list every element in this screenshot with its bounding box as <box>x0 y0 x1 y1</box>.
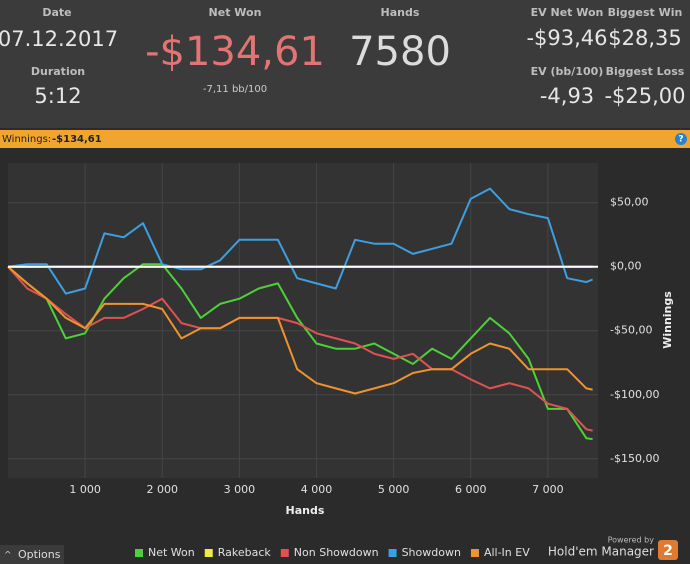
y-axis-title: Winnings <box>661 291 674 349</box>
x-tick-label: 2 000 <box>146 483 178 496</box>
legend: Net Won Rakeback Non Showdown Showdown All-I… <box>135 546 530 559</box>
options-caret: ^ <box>4 551 12 561</box>
logo: 2 <box>663 543 673 559</box>
ev-bb: -4,93 <box>540 84 594 108</box>
series-line <box>7 266 593 432</box>
x-axis-title: Hands <box>286 504 325 517</box>
x-tick-label: 5 000 <box>378 483 410 496</box>
net-won-label: Net Won <box>209 6 262 19</box>
powered-by: Powered by <box>608 536 655 545</box>
y-tick-label: $50,00 <box>610 196 649 209</box>
hands-label: Hands <box>381 6 420 19</box>
y-tick-label: $0,00 <box>610 260 642 273</box>
x-tick-label: 7 000 <box>532 483 564 496</box>
legend-swatch <box>204 549 213 557</box>
duration: 5:12 <box>34 84 81 108</box>
y-tick-label: -$100,00 <box>610 388 659 401</box>
plot: 1 000 2 000 3 000 4 000 5 000 6 000 7 000 $50,0… <box>7 163 659 496</box>
x-tick-label: 1 000 <box>69 483 101 496</box>
header-bg <box>0 0 690 128</box>
options-label: Options <box>18 548 61 561</box>
biggest-win: $28,35 <box>608 26 681 50</box>
logo-badge <box>658 540 678 560</box>
series-line <box>7 187 593 295</box>
brand: Hold'em Manager <box>548 545 654 559</box>
y-tick-label: -$50,00 <box>610 324 652 337</box>
date: 07.12.2017 <box>0 27 118 51</box>
biggest-loss-label: Biggest Loss <box>606 65 685 78</box>
x-tick-label: 4 000 <box>301 483 333 496</box>
y-tick-label: -$150,00 <box>610 452 659 465</box>
legend-swatch <box>388 549 397 557</box>
net-won: -$134,61 <box>145 29 325 75</box>
bb-per-100: -7,11 bb/100 <box>203 84 267 95</box>
help-icon-glyph: ? <box>678 135 683 145</box>
tab-label: Winnings: <box>2 134 51 145</box>
plot-area <box>8 163 598 478</box>
tab-bar <box>0 130 690 148</box>
date-label: Date <box>42 6 71 19</box>
series-line <box>7 265 593 395</box>
ev-net-won-label: EV Net Won <box>531 6 604 19</box>
legend-label: All-In EV <box>484 546 530 559</box>
ev-bb-label: EV (bb/100) <box>531 65 604 78</box>
x-tick-label: 3 000 <box>224 483 256 496</box>
legend-swatch <box>470 549 479 557</box>
legend-label: Showdown <box>402 546 461 559</box>
biggest-loss: -$25,00 <box>604 84 685 108</box>
legend-label: Rakeback <box>218 546 272 559</box>
biggest-win-label: Biggest Win <box>608 6 683 19</box>
series-line <box>7 263 593 441</box>
legend-label: Non Showdown <box>294 546 379 559</box>
legend-swatch <box>280 549 289 557</box>
tab-value: -$134,61 <box>52 134 102 145</box>
duration-label: Duration <box>31 65 85 78</box>
ev-net-won: -$93,46 <box>526 26 607 50</box>
legend-swatch <box>135 549 143 557</box>
options-button[interactable] <box>0 545 64 564</box>
hands: 7580 <box>349 29 451 75</box>
help-icon[interactable] <box>675 133 687 145</box>
legend-label: Net Won <box>148 546 195 559</box>
x-tick-label: 6 000 <box>455 483 487 496</box>
